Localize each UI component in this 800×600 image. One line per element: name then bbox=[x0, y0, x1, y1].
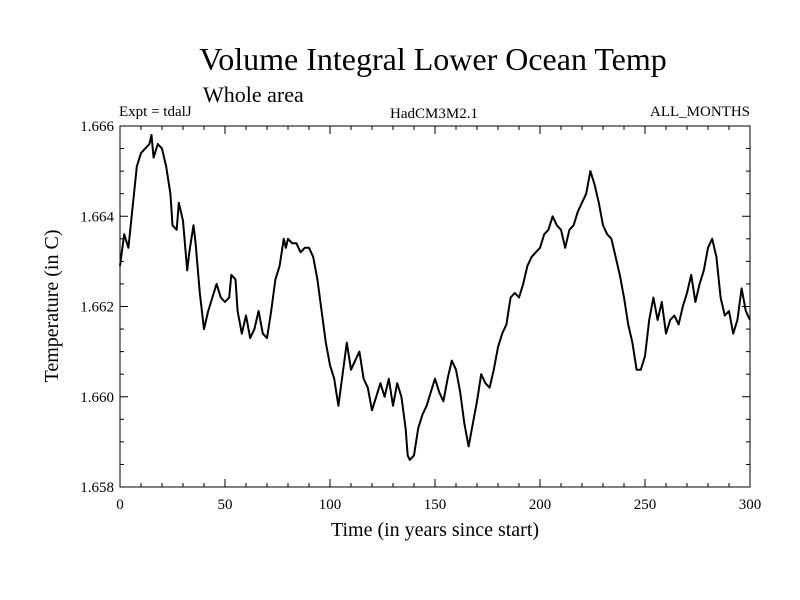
x-tick-label: 50 bbox=[218, 497, 233, 513]
x-tick-label: 100 bbox=[319, 497, 342, 513]
temperature-series-line bbox=[119, 134, 751, 461]
x-tick-label: 150 bbox=[424, 497, 447, 513]
y-tick-label: 1.658 bbox=[80, 480, 114, 496]
y-tick-label: 1.662 bbox=[80, 300, 114, 316]
x-tick-label: 0 bbox=[116, 497, 124, 513]
y-axis-label: Temperature (in C) bbox=[41, 230, 63, 383]
experiment-label: Expt = tdalJ bbox=[119, 104, 192, 120]
y-axis-tick-labels: 1.658 1.660 1.662 1.664 1.666 bbox=[80, 119, 114, 496]
chart-subtitle: Whole area bbox=[203, 82, 304, 107]
x-tick-label: 300 bbox=[739, 497, 762, 513]
y-tick-label: 1.660 bbox=[80, 390, 114, 406]
y-tick-label: 1.666 bbox=[80, 119, 114, 135]
model-label: HadCM3M2.1 bbox=[390, 106, 478, 122]
x-tick-label: 200 bbox=[529, 497, 552, 513]
chart-title: Volume Integral Lower Ocean Temp bbox=[199, 41, 667, 77]
x-axis-tick-labels: 0 50 100 150 200 250 300 bbox=[116, 497, 761, 513]
x-axis-label: Time (in years since start) bbox=[331, 519, 539, 541]
y-tick-label: 1.664 bbox=[80, 209, 114, 225]
months-label: ALL_MONTHS bbox=[650, 104, 750, 120]
x-tick-label: 250 bbox=[634, 497, 657, 513]
